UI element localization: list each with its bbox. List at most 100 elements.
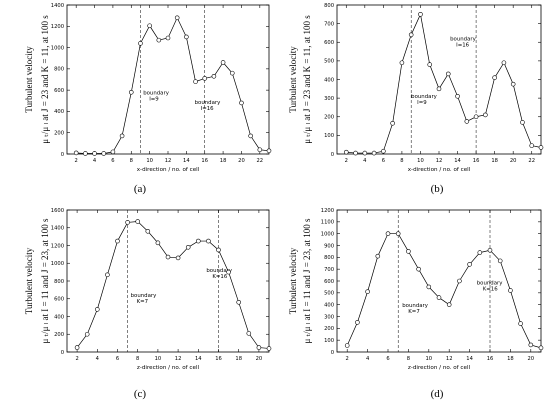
data-point [464, 119, 470, 124]
data-point [457, 278, 462, 284]
y-tick-label: 1200 [51, 243, 64, 249]
y-axis-label-line2: μ ₜ/μ ₗ at J = 23 and K = 11, at 100 s [40, 15, 50, 144]
x-tick-label: 16 [487, 356, 494, 362]
series-line [76, 221, 270, 349]
data-point [266, 346, 272, 351]
y-tick-label: 0 [61, 350, 64, 356]
data-point [520, 120, 525, 125]
data-point [185, 244, 191, 250]
y-tick-label: 1200 [51, 24, 64, 30]
data-point [408, 32, 414, 38]
y-tick-label: 600 [324, 40, 334, 46]
data-point [497, 258, 503, 264]
plot-frame [66, 4, 270, 155]
y-tick-label: 900 [324, 243, 334, 249]
y-tick-label: 600 [324, 279, 334, 285]
data-point [155, 240, 161, 246]
y-tick-label: 800 [324, 255, 334, 261]
x-tick-label: 4 [93, 158, 97, 164]
panel-label: (d) [431, 388, 444, 400]
x-tick-label: 20 [256, 356, 263, 362]
x-tick-label: 8 [400, 158, 403, 164]
panel-label: (b) [431, 183, 444, 195]
panel-label: (a) [134, 183, 147, 195]
data-point [375, 253, 381, 259]
x-tick-label: 18 [491, 158, 498, 164]
y-tick-label: 600 [54, 297, 64, 303]
y-axis-label-line1: Turbulent velocity [288, 46, 298, 113]
data-point [138, 41, 143, 46]
data-point [508, 288, 513, 293]
plot-frame [66, 209, 270, 353]
y-tick-label: 0 [61, 152, 64, 158]
data-point [355, 320, 360, 325]
data-point [487, 247, 493, 253]
x-tick-label: 10 [155, 356, 162, 362]
y-tick-label: 500 [324, 59, 334, 65]
y-tick-label: 800 [54, 67, 64, 73]
boundary-label: boundary [450, 36, 476, 42]
y-tick-label: 1600 [51, 208, 64, 214]
x-tick-label: 20 [238, 158, 245, 164]
series-line [346, 233, 542, 349]
x-tick-label: 2 [346, 356, 349, 362]
x-tick-label: 4 [366, 356, 370, 362]
data-point [510, 81, 516, 87]
x-tick-label: 10 [417, 158, 424, 164]
y-tick-label: 800 [54, 279, 64, 285]
y-tick-label: 1200 [321, 208, 334, 214]
data-point [427, 62, 433, 67]
y-tick-label: 1100 [321, 220, 334, 226]
y-tick-label: 300 [324, 314, 334, 320]
data-point [193, 79, 198, 84]
data-point [236, 299, 241, 305]
y-axis-label-line2: μ ₜ/μ ₗ at J = 23 and K = 11, at 100 s [302, 15, 312, 144]
x-tick-label: 10 [146, 158, 153, 164]
x-axis-label: x-direction / no. of cell [408, 167, 471, 173]
y-axis-label-line1: Turbulent velocity [24, 46, 34, 113]
x-tick-label: 12 [175, 356, 182, 362]
data-point [73, 150, 79, 156]
data-point [529, 143, 535, 148]
y-tick-label: 1400 [51, 226, 64, 232]
y-tick-label: 200 [54, 332, 64, 338]
data-point [184, 34, 189, 40]
data-point [538, 145, 544, 150]
data-point [220, 60, 226, 65]
y-axis-label-line1: Turbulent velocity [288, 247, 298, 314]
data-point [436, 295, 442, 300]
data-point [229, 70, 235, 76]
x-tick-label: 6 [111, 158, 114, 164]
plot-frame [336, 4, 542, 155]
data-point [147, 23, 152, 29]
data-point [165, 35, 171, 41]
boundary-value-label: I=16 [456, 42, 470, 48]
x-tick-label: 22 [528, 158, 535, 164]
data-point [95, 307, 100, 312]
y-tick-label: 100 [324, 133, 334, 139]
y-tick-label: 0 [331, 152, 334, 158]
x-tick-label: 14 [195, 356, 202, 362]
x-axis-label: z-direction / no. of cell [137, 365, 200, 371]
data-point [477, 250, 483, 255]
data-point [202, 76, 208, 81]
y-tick-label: 300 [324, 96, 334, 102]
data-point [266, 148, 272, 154]
y-tick-label: 100 [324, 338, 334, 344]
x-tick-label: 16 [215, 356, 222, 362]
data-point [84, 331, 90, 337]
data-point [135, 219, 140, 224]
x-tick-label: 6 [382, 158, 385, 164]
x-tick-label: 16 [201, 158, 208, 164]
data-point [174, 15, 180, 21]
data-point [175, 255, 181, 261]
boundary-label: boundary [206, 268, 232, 274]
data-point [216, 247, 221, 253]
y-tick-label: 1400 [51, 3, 64, 9]
x-tick-label: 2 [75, 356, 78, 362]
y-tick-label: 700 [324, 21, 334, 27]
x-tick-label: 14 [466, 356, 473, 362]
data-point [395, 231, 401, 236]
data-point [455, 93, 460, 99]
